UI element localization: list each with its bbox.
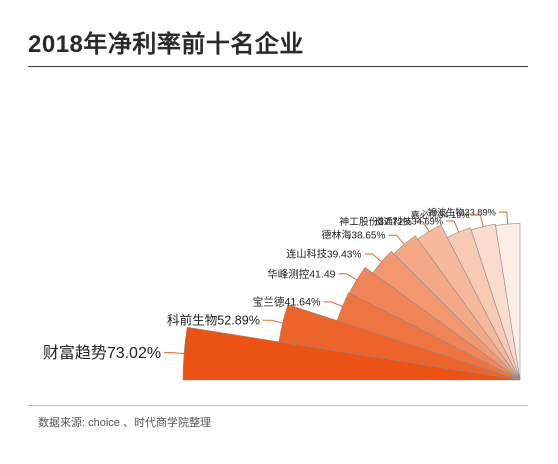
slice-label-3: 华峰测控41.49 [267,267,335,280]
chart-sectors [182,223,521,381]
sector-4 [372,250,521,381]
leader-line-5 [388,234,405,245]
leader-line-3 [338,273,357,281]
sector-3 [348,267,521,381]
chart-leader-lines [164,211,509,355]
leader-line-0 [164,352,185,355]
slice-label-7: 道通科技34.69% [374,215,443,226]
leader-line-9 [498,211,509,225]
source-note: 数据来源: choice 、时代商学院整理 [38,417,211,429]
slice-label-6: 神工股份37.72% [339,215,412,228]
leader-line-8 [472,214,484,227]
leader-line-1 [263,319,283,324]
slice-label-2: 宝兰德41.64% [253,296,321,309]
slice-label-8: 嘉必优34.19% [411,209,470,220]
slice-label-4: 连山科技39.43% [286,248,361,261]
leader-line-4 [364,253,382,263]
slice-label-0: 财富趋势73.02% [43,344,161,362]
sector-1 [278,304,521,381]
chart-title: 2018年净利率前十名企业 [28,31,304,58]
footer-divider [28,405,528,406]
slice-label-9: 锦波生物33.89% [428,206,496,217]
leader-line-7 [446,220,460,233]
leader-line-2 [323,301,343,307]
sector-7 [446,227,521,381]
chart-labels: 财富趋势73.02% 科前生物52.89% 宝兰德41.64% 华峰测控41.49 连山… [43,206,496,362]
title-divider [28,66,528,67]
slice-label-5: 德林海38.65% [321,229,385,242]
leader-line-6 [414,220,430,232]
slice-label-1: 科前生物52.89% [167,313,260,328]
